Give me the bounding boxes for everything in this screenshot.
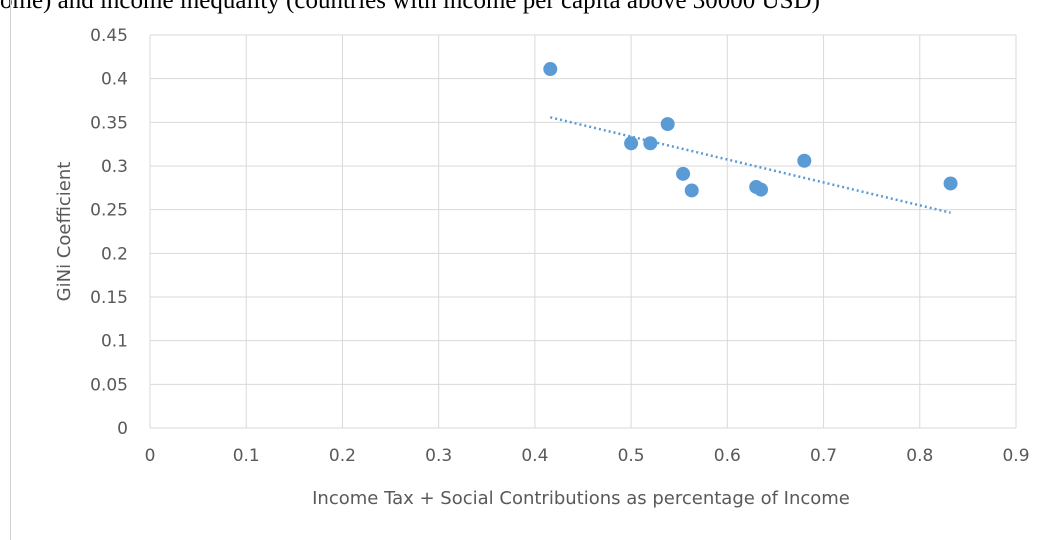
y-tick-label: 0.05 [90, 375, 128, 395]
trendline-group [549, 116, 951, 214]
y-tick-label: 0.25 [90, 201, 128, 221]
x-tick-label: 0.2 [329, 446, 356, 466]
y-tick-label: 0.1 [101, 332, 128, 352]
data-point [624, 136, 639, 151]
y-axis-title: GiNi Coefficient [54, 162, 75, 302]
y-tick-label: 0.3 [101, 157, 128, 177]
x-tick-label: 0 [145, 446, 156, 466]
x-tick-label: 0.4 [521, 446, 548, 466]
y-tick-label: 0 [117, 419, 128, 439]
y-tick-labels: 0 0.05 0.1 0.15 0.2 0.25 0.3 0.35 0.4 0.45 [90, 26, 128, 439]
y-tick-label: 0.45 [90, 26, 128, 46]
x-axis-title: Income Tax + Social Contributions as per… [312, 488, 850, 509]
x-tick-label: 0.7 [810, 446, 837, 466]
data-point [797, 153, 812, 168]
figure-caption: ome) and income inequality (countries wi… [0, 0, 820, 14]
x-tick-label: 0.6 [714, 446, 741, 466]
data-points [543, 62, 958, 198]
data-point [660, 117, 675, 132]
data-point [943, 176, 958, 191]
x-tick-label: 0.8 [906, 446, 933, 466]
y-tick-label: 0.15 [90, 288, 128, 308]
x-tick-labels: 0 0.1 0.2 0.3 0.4 0.5 0.6 0.7 0.8 0.9 [145, 446, 1030, 466]
data-point [684, 183, 699, 198]
x-tick-label: 0.9 [1002, 446, 1029, 466]
trendline [549, 116, 951, 214]
grid-lines [149, 34, 1017, 429]
x-tick-label: 0.1 [233, 446, 260, 466]
y-tick-label: 0.35 [90, 113, 128, 133]
data-point [643, 136, 658, 151]
data-point [543, 62, 558, 77]
y-tick-label: 0.4 [101, 70, 128, 90]
data-point [754, 182, 769, 197]
x-tick-label: 0.5 [618, 446, 645, 466]
y-tick-label: 0.2 [101, 244, 128, 264]
figure-frame-border [10, 0, 11, 540]
x-tick-label: 0.3 [425, 446, 452, 466]
data-point [676, 166, 691, 181]
